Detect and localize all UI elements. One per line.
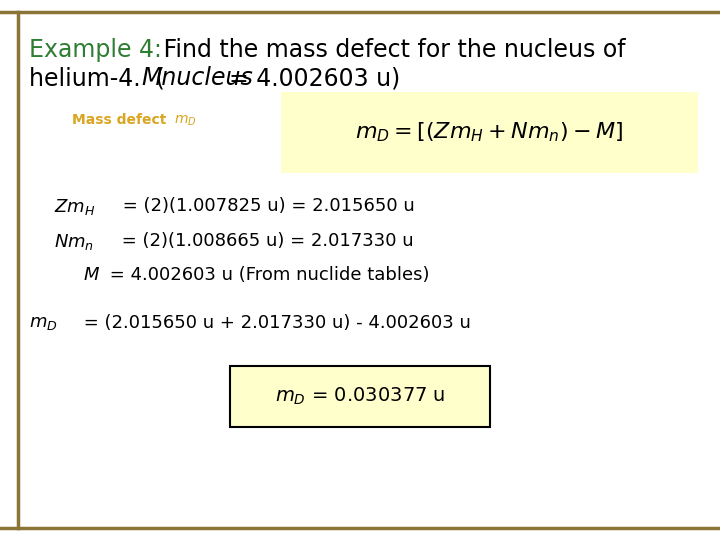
Text: $M$: $M$ — [83, 266, 100, 284]
Text: = (2.015650 u + 2.017330 u) - 4.002603 u: = (2.015650 u + 2.017330 u) - 4.002603 u — [78, 314, 471, 332]
Text: Find the mass defect for the nucleus of: Find the mass defect for the nucleus of — [156, 38, 626, 62]
Text: = 4.002603 u): = 4.002603 u) — [214, 66, 400, 90]
Text: $Zm_H$: $Zm_H$ — [54, 197, 96, 217]
Text: $m_D$: $m_D$ — [174, 113, 197, 128]
FancyBboxPatch shape — [230, 366, 490, 427]
Text: = 4.002603 u (From nuclide tables): = 4.002603 u (From nuclide tables) — [104, 266, 430, 284]
Text: = (2)(1.007825 u) = 2.015650 u: = (2)(1.007825 u) = 2.015650 u — [117, 197, 415, 215]
Text: $m_D$: $m_D$ — [29, 314, 58, 332]
FancyBboxPatch shape — [281, 92, 698, 173]
Text: Mass defect: Mass defect — [72, 113, 171, 127]
Text: Mnucleus: Mnucleus — [142, 66, 253, 90]
Text: $m_D = \left[\left(Zm_H + Nm_n\right) - M\right]$: $m_D = \left[\left(Zm_H + Nm_n\right) - … — [356, 120, 624, 144]
Text: $Nm_n$: $Nm_n$ — [54, 232, 94, 252]
Text: = (2)(1.008665 u) = 2.017330 u: = (2)(1.008665 u) = 2.017330 u — [116, 232, 413, 249]
Text: $m_D$ = 0.030377 u: $m_D$ = 0.030377 u — [275, 386, 445, 407]
Text: Example 4:: Example 4: — [29, 38, 162, 62]
Text: helium-4.  (: helium-4. ( — [29, 66, 165, 90]
